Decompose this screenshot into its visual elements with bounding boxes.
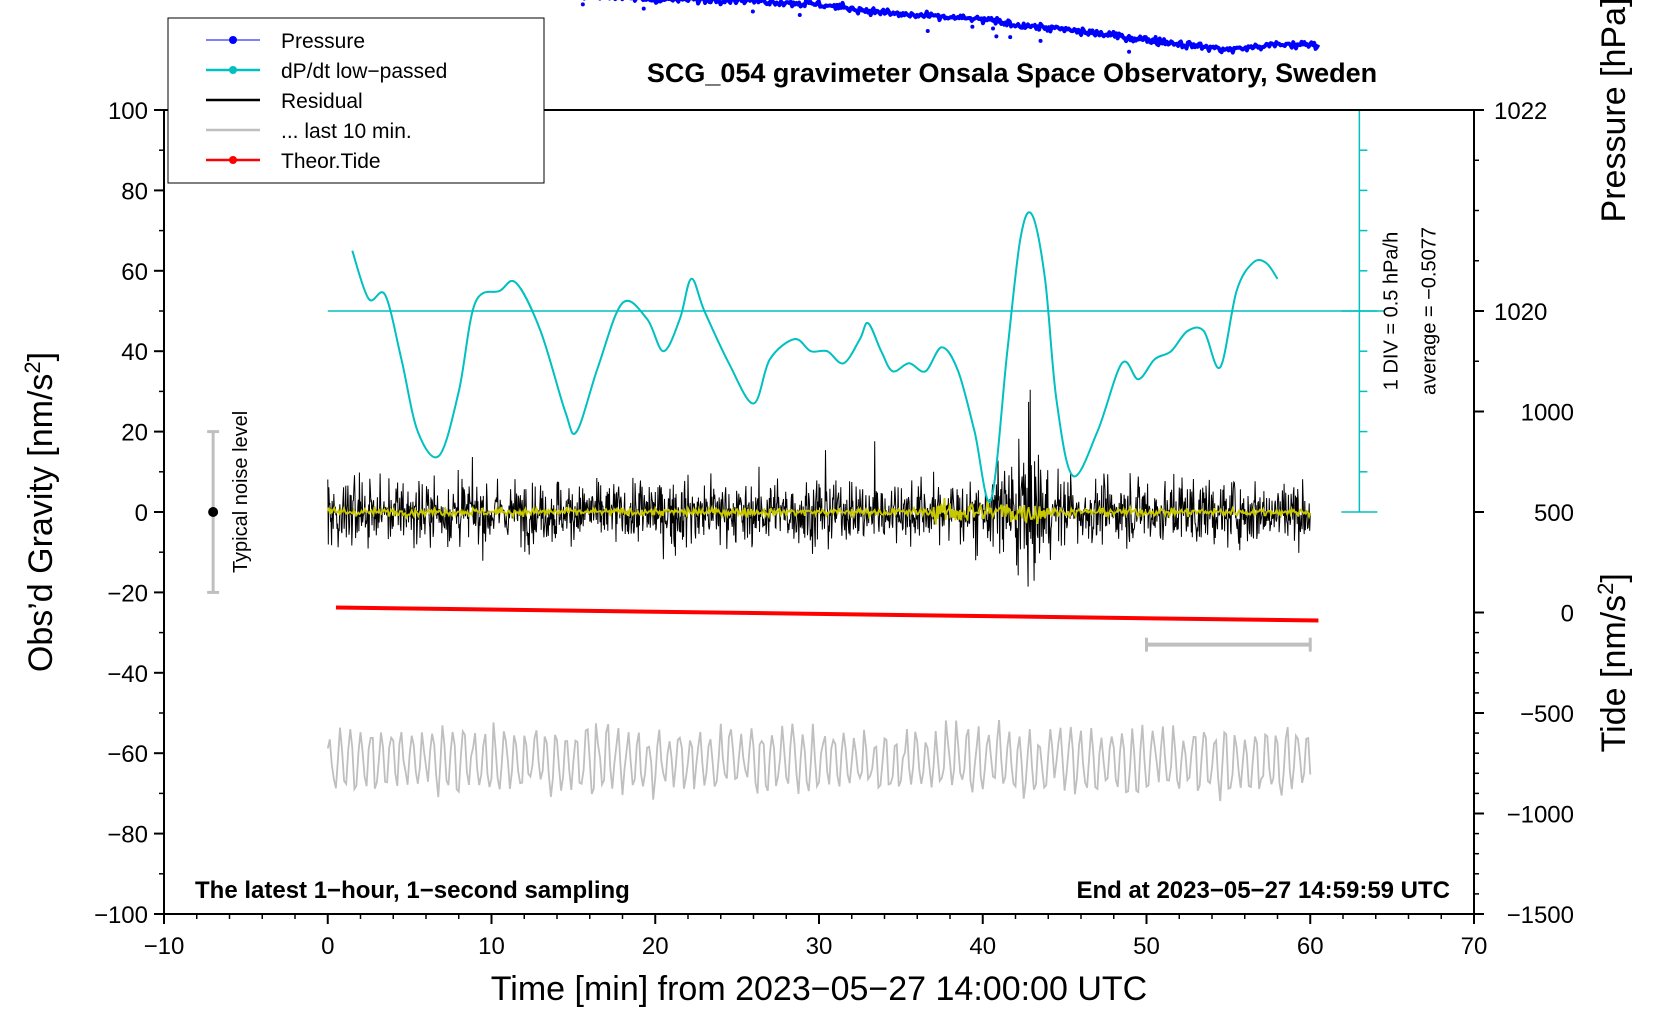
end-time-note: End at 2023−05−27 14:59:59 UTC (1076, 877, 1450, 904)
tide-tick-label: −1000 (1507, 802, 1574, 829)
tide-tick-label: 500 (1534, 500, 1574, 527)
y-axis-label-tide-sup: 2 (1593, 583, 1618, 595)
legend-label-dpdt: dP/dt low−passed (281, 60, 447, 83)
pressure-tick-label: 1020 (1494, 299, 1547, 326)
y-axis-label-pressure: Pressure [hPa] (1595, 0, 1633, 222)
x-axis-label: Time [min] from 2023−05−27 14:00:00 UTC (491, 970, 1147, 1008)
legend-label-residual: Residual (281, 90, 363, 113)
x-tick-label: 50 (1133, 933, 1160, 960)
pressure-outlier-dot (750, 9, 755, 14)
residual-smoothed-line (326, 497, 1312, 525)
y-axis-label-tide-text: Tide [nm/s (1595, 595, 1633, 752)
legend-marker-tide (229, 156, 237, 164)
y-tick-label: −20 (107, 580, 148, 607)
pressure-line (583, 0, 1321, 55)
x-tick-label: 60 (1297, 933, 1324, 960)
y-axis-label-tide-end: ] (1595, 573, 1633, 582)
x-tick-label: 0 (321, 933, 334, 960)
pressure-outlier-dot (991, 26, 996, 31)
dpdt-average-label: average = −0.5077 (1418, 227, 1440, 395)
y-tick-label: −60 (107, 741, 148, 768)
pressure-outlier-dot (1008, 35, 1013, 40)
y-axis-label-gravity-end: ] (22, 352, 60, 361)
legend-label-tide: Theor.Tide (281, 150, 381, 173)
pressure-outlier-dot (970, 24, 975, 29)
x-tick-label: 20 (642, 933, 669, 960)
noise-bar-center (208, 507, 219, 517)
y-tick-label: −40 (107, 661, 148, 688)
sampling-note: The latest 1−hour, 1−second sampling (195, 877, 630, 904)
legend-marker-dpdt (229, 66, 237, 74)
pressure-outlier-dot (641, 6, 646, 11)
legend: Pressure dP/dt low−passed Residual ... last… (167, 17, 545, 184)
dpdt-line (351, 211, 1279, 503)
tide-tick-label: 1000 (1521, 400, 1574, 427)
y-tick-label: 60 (121, 259, 148, 286)
pressure-outlier-dot (580, 2, 585, 7)
y-axis-label-gravity-text: Obs’d Gravity [nm/s (22, 374, 60, 673)
y-axis-label-gravity-sup: 2 (20, 361, 45, 373)
y-tick-label: 80 (121, 178, 148, 205)
dpdt-div-label: 1 DIV = 0.5 hPa/h (1380, 232, 1402, 390)
x-tick-label: 30 (806, 933, 833, 960)
pressure-outlier-dot (1038, 38, 1043, 43)
legend-label-pressure: Pressure (281, 30, 365, 53)
chart-title: SCG_054 gravimeter Onsala Space Observat… (647, 58, 1377, 88)
y-tick-label: −80 (107, 822, 148, 849)
y-axis-label-gravity: Obs’d Gravity [nm/s2] (20, 352, 61, 672)
pressure-outlier-dot (797, 12, 802, 17)
last-10-min-line (326, 719, 1312, 802)
y-tick-label: 0 (135, 500, 148, 527)
x-tick-label: −10 (144, 933, 185, 960)
x-tick-label: 40 (969, 933, 996, 960)
noise-level-label: Typical noise level (230, 411, 252, 573)
tide-tick-label: −500 (1520, 701, 1574, 728)
y-axis-label-tide: Tide [nm/s2] (1593, 573, 1634, 752)
pressure-outlier-dot (994, 34, 999, 39)
pressure-tick-label: 1022 (1494, 98, 1547, 125)
x-tick-label: 70 (1461, 933, 1488, 960)
pressure-outlier-dot (1127, 49, 1132, 54)
residual-line (327, 389, 1311, 587)
tide-line (335, 605, 1319, 623)
legend-label-last10: ... last 10 min. (281, 120, 412, 143)
tide-tick-label: 0 (1561, 601, 1574, 628)
y-tick-label: 100 (108, 98, 148, 125)
x-tick-label: 10 (478, 933, 505, 960)
pressure-outlier-dot (925, 29, 930, 34)
y-tick-label: 40 (121, 339, 148, 366)
y-tick-label: 20 (121, 420, 148, 447)
plot-frame (163, 109, 1475, 915)
y-tick-label: −100 (94, 902, 148, 929)
legend-marker-pressure (229, 36, 237, 44)
tide-tick-label: −1500 (1507, 902, 1574, 929)
